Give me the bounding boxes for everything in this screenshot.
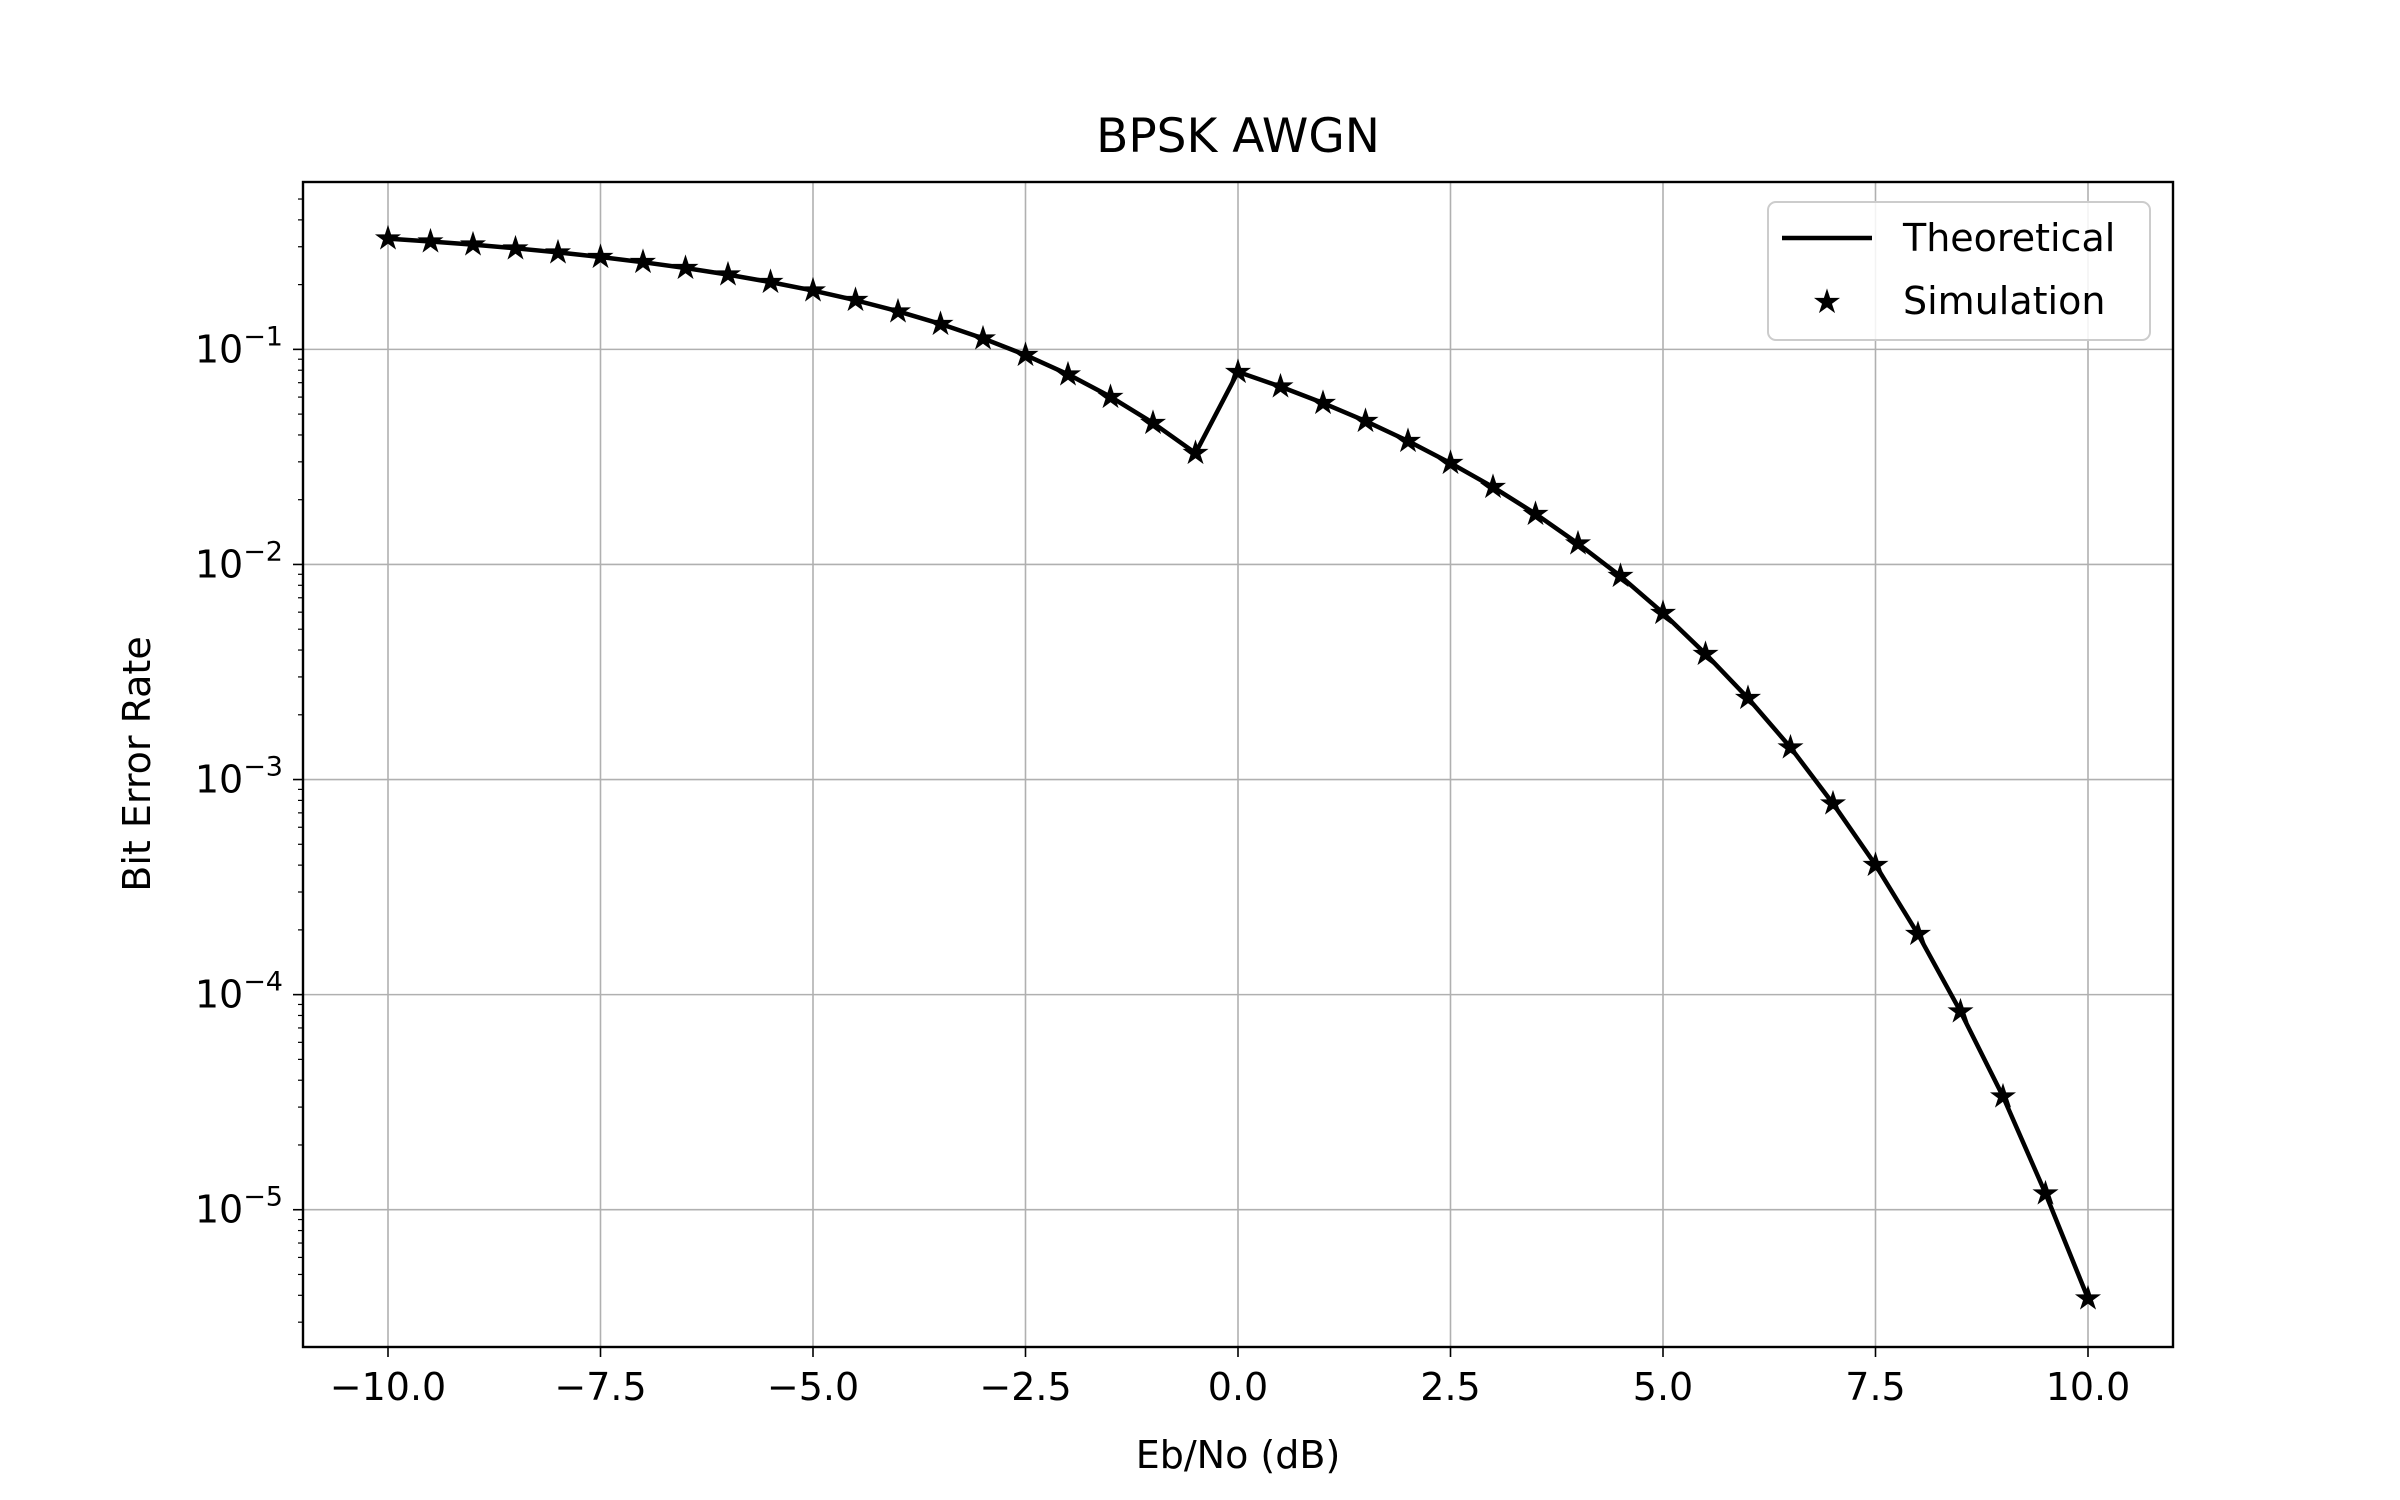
legend-label-theoretical: Theoretical	[1902, 216, 2115, 260]
simulation-point: ★	[1860, 845, 1890, 885]
grid	[303, 182, 2173, 1347]
simulation-point: ★	[1435, 443, 1465, 483]
simulation-point: ★	[1520, 494, 1550, 534]
y-tick-label: 10−4	[195, 967, 283, 1017]
simulation-point: ★	[500, 228, 530, 268]
legend: ★ Theoretical Simulation	[1767, 201, 2151, 341]
x-tick-label: 7.5	[1845, 1365, 1905, 1409]
x-axis-label: Eb/No (dB)	[1136, 1433, 1341, 1477]
simulation-point: ★	[1945, 992, 1975, 1032]
simulation-point: ★	[713, 255, 743, 295]
simulation-point: ★	[458, 225, 488, 265]
x-tick-label: 0.0	[1208, 1365, 1268, 1409]
simulation-point: ★	[968, 318, 998, 358]
y-axis-ticks: 10−110−210−310−410−5	[195, 321, 303, 1232]
legend-label-simulation: Simulation	[1903, 279, 2105, 323]
plot-frame	[301, 180, 2175, 1349]
legend-star-swatch: ★	[1812, 282, 1842, 322]
simulation-point: ★	[670, 248, 700, 288]
simulation-point: ★	[1180, 433, 1210, 473]
simulation-point: ★	[1988, 1077, 2018, 1117]
x-tick-label: −7.5	[554, 1365, 646, 1409]
simulation-point: ★	[1223, 352, 1253, 392]
simulation-point: ★	[1648, 593, 1678, 633]
x-tick-label: −10.0	[330, 1365, 446, 1409]
x-tick-label: 5.0	[1633, 1365, 1693, 1409]
x-tick-label: 10.0	[2046, 1365, 2131, 1409]
simulation-point: ★	[1095, 377, 1125, 417]
x-axis-ticks: −10.0 −7.5 −5.0 −2.5 0.0 2.5 5.0 7.5 10.0	[330, 1347, 2131, 1409]
simulation-point: ★	[1733, 678, 1763, 718]
simulation-point: ★	[1690, 634, 1720, 674]
simulation-point: ★	[840, 280, 870, 320]
simulation-point: ★	[628, 242, 658, 282]
series-theoretical-line	[387, 236, 2091, 1300]
simulation-point: ★	[1775, 727, 1805, 767]
simulation-point: ★	[755, 262, 785, 302]
y-tick-label: 10−2	[195, 536, 283, 586]
simulation-point: ★	[1903, 914, 1933, 954]
simulation-point: ★	[925, 304, 955, 344]
simulation-point: ★	[798, 271, 828, 311]
simulation-point: ★	[2073, 1278, 2103, 1318]
simulation-point: ★	[1563, 524, 1593, 564]
chart-title: BPSK AWGN	[1096, 109, 1380, 164]
y-tick-label: 10−1	[195, 321, 283, 371]
simulation-point: ★	[883, 291, 913, 331]
simulation-point: ★	[1605, 556, 1635, 596]
x-tick-label: −2.5	[979, 1365, 1071, 1409]
simulation-point: ★	[1818, 784, 1848, 824]
simulation-point: ★	[1350, 401, 1380, 441]
simulation-point: ★	[585, 237, 615, 277]
y-axis-label: Bit Error Rate	[115, 636, 159, 891]
simulation-point: ★	[1053, 354, 1083, 394]
simulation-point: ★	[1138, 403, 1168, 443]
simulation-point: ★	[1010, 335, 1040, 375]
simulation-point: ★	[1265, 367, 1295, 407]
simulation-point: ★	[1393, 421, 1423, 461]
simulation-point: ★	[373, 219, 403, 259]
simulation-point: ★	[1308, 383, 1338, 423]
simulation-point: ★	[1478, 467, 1508, 507]
x-tick-label: −5.0	[767, 1365, 859, 1409]
simulation-point: ★	[543, 232, 573, 272]
simulation-point: ★	[415, 221, 445, 261]
x-tick-label: 2.5	[1420, 1365, 1480, 1409]
simulation-point: ★	[2030, 1173, 2060, 1213]
plot-series: ★ ★ ★ ★ ★ ★ ★ ★ ★ ★ ★ ★ ★ ★ ★ ★ ★ ★ ★ ★ ★ ★ ★ ★ ★ ★ ★ ★ ★ ★ ★ ★ ★ ★ ★ ★ ★ ★ ★ ★…	[373, 219, 2103, 1319]
